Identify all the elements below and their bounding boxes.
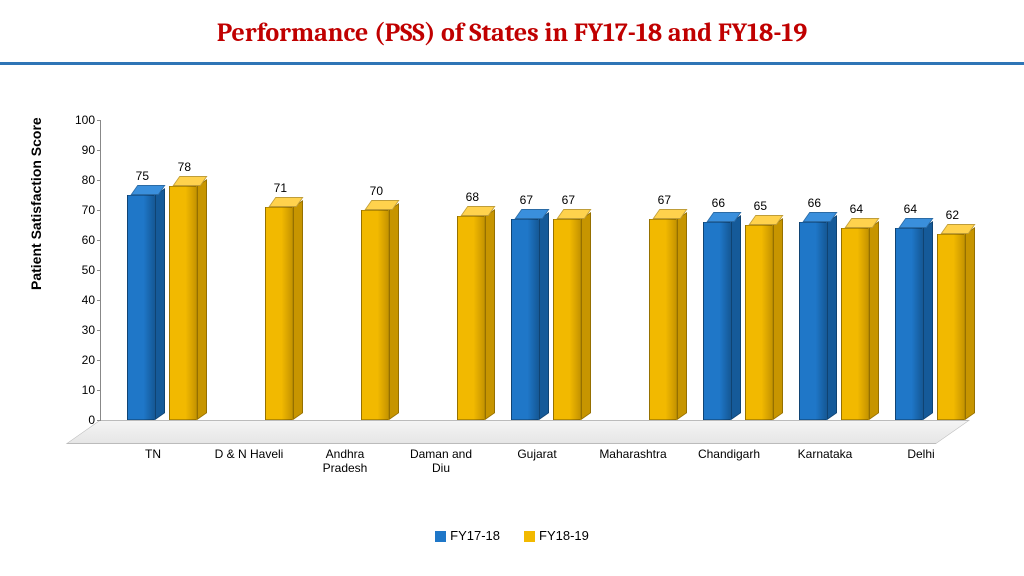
bar: 75 [127, 195, 155, 420]
bar-value-label: 68 [466, 190, 479, 204]
bar: 62 [937, 234, 965, 420]
bar: 71 [265, 207, 293, 420]
legend-item: FY18-19 [524, 528, 589, 543]
y-tick: 0 [67, 413, 95, 427]
title-divider [0, 62, 1024, 65]
legend: FY17-18 FY18-19 [0, 528, 1024, 543]
bar: 64 [841, 228, 869, 420]
bar-value-label: 62 [946, 208, 959, 222]
y-axis-label: Patient Satisfaction Score [28, 117, 44, 290]
y-tick: 30 [67, 323, 95, 337]
bar-value-label: 70 [370, 184, 383, 198]
bar-value-label: 78 [178, 160, 191, 174]
x-category-label: TN [109, 448, 197, 462]
x-category-label: Gujarat [493, 448, 581, 462]
x-category-label: Chandigarh [685, 448, 773, 462]
x-category-label: Karnataka [781, 448, 869, 462]
page-title: Performance (PSS) of States in FY17-18 a… [0, 0, 1024, 62]
bar-value-label: 66 [712, 196, 725, 210]
bar-value-label: 67 [562, 193, 575, 207]
x-category-label: Delhi [877, 448, 965, 462]
y-tick: 80 [67, 173, 95, 187]
y-tick: 40 [67, 293, 95, 307]
y-tick: 10 [67, 383, 95, 397]
bar: 66 [703, 222, 731, 420]
y-tick: 20 [67, 353, 95, 367]
bar: 66 [799, 222, 827, 420]
y-tick: 100 [67, 113, 95, 127]
bar: 65 [745, 225, 773, 420]
bar-value-label: 67 [520, 193, 533, 207]
legend-item: FY17-18 [435, 528, 500, 543]
bar-value-label: 66 [808, 196, 821, 210]
x-axis-labels: TN D & N Haveli AndhraPradesh Daman andDiu G… [100, 448, 970, 488]
x-category-label: Daman andDiu [397, 448, 485, 476]
y-tick: 90 [67, 143, 95, 157]
x-category-label: Maharashtra [589, 448, 677, 462]
bar-value-label: 64 [904, 202, 917, 216]
x-category-label: AndhraPradesh [301, 448, 389, 476]
chart-floor [66, 420, 970, 444]
legend-swatch [524, 531, 535, 542]
y-tick: 50 [67, 263, 95, 277]
y-tick: 60 [67, 233, 95, 247]
legend-label: FY18-19 [539, 528, 589, 543]
bar: 67 [553, 219, 581, 420]
bar-value-label: 65 [754, 199, 767, 213]
x-category-label: D & N Haveli [205, 448, 293, 462]
bar-value-label: 67 [658, 193, 671, 207]
bar: 64 [895, 228, 923, 420]
bar: 78 [169, 186, 197, 420]
legend-label: FY17-18 [450, 528, 500, 543]
bar: 67 [511, 219, 539, 420]
y-tick: 70 [67, 203, 95, 217]
bar: 67 [649, 219, 677, 420]
bar-value-label: 64 [850, 202, 863, 216]
bar-value-label: 71 [274, 181, 287, 195]
bar-value-label: 75 [136, 169, 149, 183]
legend-swatch [435, 531, 446, 542]
bar: 70 [361, 210, 389, 420]
chart-area: 0102030405060708090100757871706867676766… [60, 120, 980, 460]
bar: 68 [457, 216, 485, 420]
plot-area: 0102030405060708090100757871706867676766… [100, 120, 970, 420]
